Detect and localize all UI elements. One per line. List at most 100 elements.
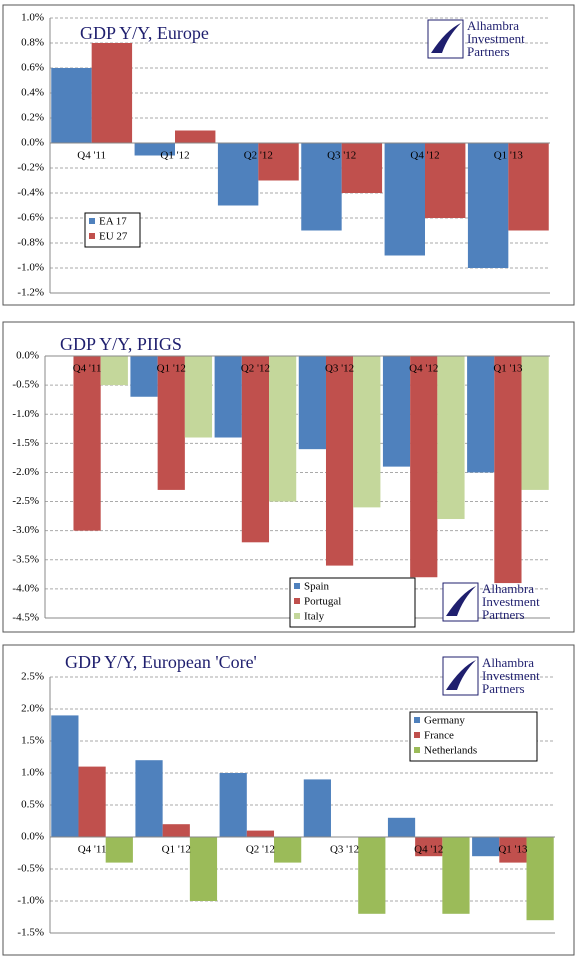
bar [73, 356, 101, 531]
bar [175, 130, 216, 143]
y-tick-label: 0.6% [21, 62, 44, 74]
x-tick-label: Q4 '12 [410, 150, 439, 162]
bar [442, 837, 470, 914]
logo-text: Alhambra [482, 655, 534, 670]
legend-label: Portugal [304, 596, 341, 608]
y-tick-label: -2.0% [12, 466, 39, 478]
bar [51, 715, 79, 837]
y-tick-label: 0.0% [21, 831, 44, 843]
x-tick-label: Q2 '12 [246, 844, 275, 856]
bar [91, 43, 133, 143]
x-tick-label: Q4 '12 [414, 844, 443, 856]
bar [274, 837, 302, 863]
bar [258, 143, 299, 181]
x-tick-label: Q4 '12 [409, 363, 438, 375]
logo-swoosh [446, 660, 476, 690]
y-tick-label: -0.6% [17, 212, 44, 224]
bar [301, 143, 342, 231]
legend-swatch [89, 218, 95, 224]
x-tick-label: Q1 '12 [160, 150, 189, 162]
bar [499, 837, 527, 863]
y-tick-label: 1.5% [21, 735, 44, 747]
y-tick-label: -4.0% [12, 582, 39, 594]
y-tick-label: 0.0% [16, 350, 39, 362]
legend-label: Spain [304, 581, 330, 593]
y-tick-label: 0.2% [21, 112, 44, 124]
bar [189, 837, 218, 901]
y-tick-label: -1.0% [17, 895, 44, 907]
legend-label: Netherlands [424, 745, 477, 757]
y-tick-label: -1.5% [17, 927, 44, 939]
y-tick-label: -3.5% [12, 553, 39, 565]
bar [217, 143, 259, 206]
logo-text: Investment [467, 31, 525, 46]
bar [134, 143, 175, 156]
bar [184, 356, 213, 438]
x-tick-label: Q1 '13 [494, 150, 524, 162]
x-tick-label: Q1 '13 [493, 363, 523, 375]
bar [353, 356, 381, 508]
x-tick-label: Q2 '12 [244, 150, 273, 162]
y-tick-label: -4.5% [12, 612, 39, 624]
legend-label: Germany [424, 715, 465, 727]
bar [410, 356, 438, 578]
bar [521, 356, 549, 490]
legend-swatch [89, 233, 95, 239]
bar [467, 143, 509, 268]
bar [425, 143, 466, 218]
logo-text: Partners [482, 607, 525, 622]
legend [289, 577, 416, 628]
bar [358, 837, 386, 914]
bar [472, 837, 500, 857]
legend [409, 711, 538, 762]
legend-label: France [424, 730, 454, 742]
bar [246, 830, 275, 837]
legend-swatch [294, 598, 300, 604]
bar [325, 356, 354, 566]
bar [298, 356, 326, 450]
bar [415, 837, 443, 857]
bar [494, 356, 522, 584]
x-tick-label: Q1 '12 [162, 844, 191, 856]
y-tick-label: -1.0% [12, 408, 39, 420]
legend-swatch [414, 717, 420, 723]
x-tick-label: Q3 '12 [327, 150, 356, 162]
legend-swatch [414, 732, 420, 738]
bar [384, 143, 425, 256]
y-tick-label: 1.0% [21, 12, 44, 24]
legend-label: EU 27 [99, 231, 128, 243]
x-tick-label: Q3 '12 [325, 363, 354, 375]
y-tick-label: -1.2% [17, 287, 44, 299]
logo-text: Investment [482, 594, 540, 609]
y-tick-label: -3.0% [12, 524, 39, 536]
bar [135, 760, 163, 837]
logo-text: Alhambra [482, 581, 534, 596]
logo-text: Partners [482, 681, 525, 696]
legend-swatch [294, 613, 300, 619]
bar [526, 837, 554, 921]
logo-text: Alhambra [467, 18, 519, 33]
y-tick-label: 0.4% [21, 87, 44, 99]
y-tick-label: -1.0% [17, 262, 44, 274]
bar [437, 356, 465, 520]
bar [241, 356, 270, 543]
legend-label: EA 17 [99, 216, 127, 228]
logo-text: Investment [482, 668, 540, 683]
x-tick-label: Q3 '12 [330, 844, 359, 856]
bar [105, 837, 133, 863]
bar [467, 356, 495, 473]
y-tick-label: 0.5% [21, 799, 44, 811]
x-tick-label: Q1 '12 [157, 363, 186, 375]
chart-title: GDP Y/Y, PIIGS [60, 334, 182, 354]
bar [51, 68, 92, 143]
y-tick-label: 2.0% [21, 703, 44, 715]
x-tick-label: Q4 '11 [73, 363, 102, 375]
chart-title: GDP Y/Y, European 'Core' [65, 652, 257, 672]
bar [100, 356, 128, 386]
legend-swatch [294, 583, 300, 589]
bar [303, 779, 331, 837]
y-tick-label: 2.5% [21, 671, 44, 683]
x-tick-label: Q1 '13 [498, 844, 528, 856]
bar [341, 143, 383, 193]
